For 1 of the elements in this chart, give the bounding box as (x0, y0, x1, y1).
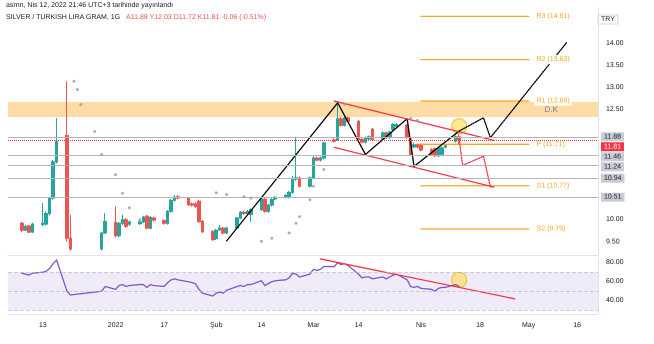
band-label: D.K (544, 104, 559, 114)
